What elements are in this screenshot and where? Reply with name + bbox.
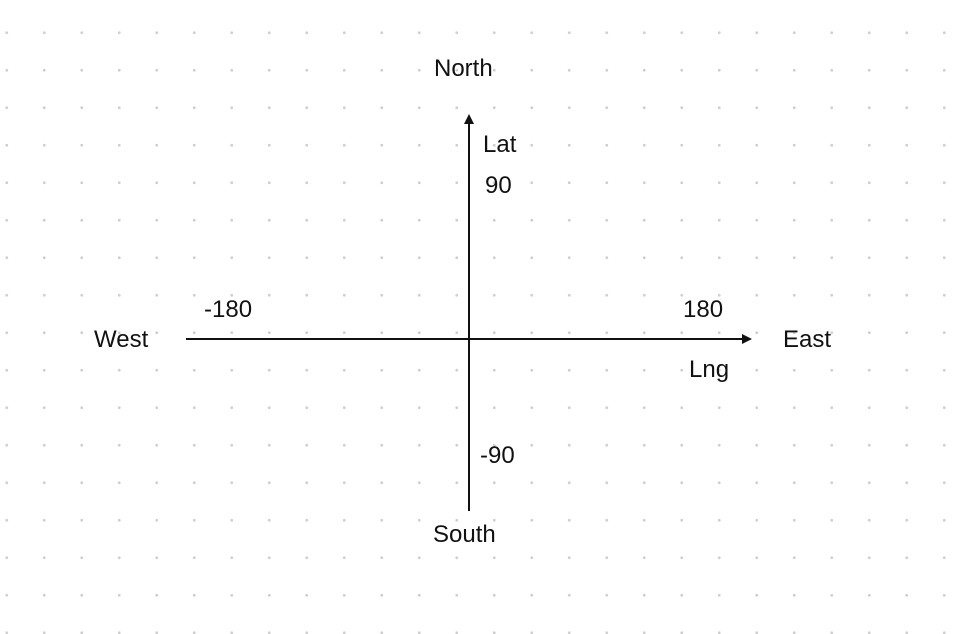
north-label: North — [434, 55, 493, 82]
south-label: South — [433, 521, 496, 548]
north-arrowhead — [464, 114, 474, 124]
longitude-axis-label: Lng — [689, 356, 730, 383]
longitude-min-tick-label: -180 — [204, 296, 253, 323]
west-label: West — [94, 326, 149, 353]
longitude-max-tick-label: 180 — [683, 296, 724, 323]
latitude-axis-label: Lat — [483, 131, 517, 158]
east-arrowhead — [742, 334, 752, 344]
latitude-min-tick-label: -90 — [480, 442, 515, 469]
latitude-max-tick-label: 90 — [485, 172, 512, 199]
east-label: East — [783, 326, 832, 353]
